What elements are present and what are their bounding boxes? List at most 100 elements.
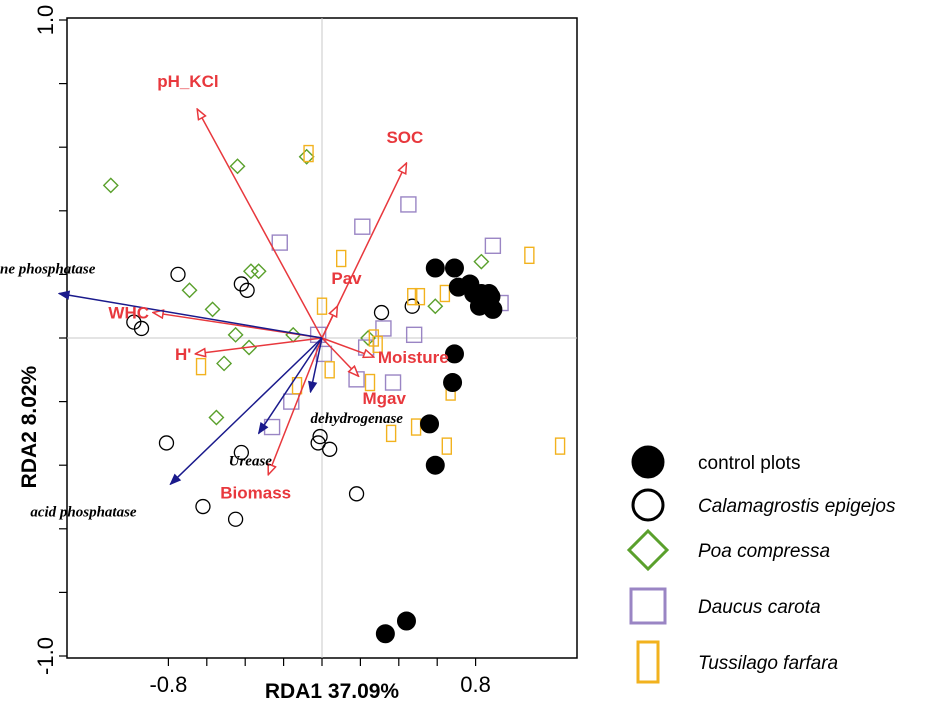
tussilago-point [364, 373, 376, 392]
tussilago-point [524, 246, 535, 265]
poa-point [204, 301, 221, 318]
calamagrostis-point [227, 511, 244, 527]
tussilago-point [554, 437, 566, 455]
calamagrostis-point [195, 498, 211, 515]
control-plot-point [444, 344, 464, 364]
calamagrostis-point [170, 266, 186, 283]
poa-point [208, 409, 225, 426]
calamagrostis-point [404, 298, 420, 314]
tussilago-point [414, 287, 426, 306]
env-vector-label: pH_KCl [157, 72, 218, 91]
legend-item: control plots [631, 445, 800, 479]
env-vector-label: Pav [331, 269, 362, 288]
calamagrostis-point [322, 441, 338, 457]
env-vector-arrow [197, 109, 323, 339]
calamagrostis-point [233, 276, 250, 292]
env-vector-label: H' [175, 345, 191, 364]
daucus-point [384, 374, 402, 391]
control-plot-point [425, 455, 445, 475]
daucus-point [484, 237, 502, 254]
enzyme-vector-arrow [59, 293, 323, 339]
legend-control-plots-marker [631, 445, 665, 479]
env-vector-arrow [268, 337, 323, 475]
legend-poa-marker [626, 528, 670, 572]
daucus-point [271, 234, 288, 251]
legend-label: Poa compressa [698, 541, 830, 562]
enzyme-vector-label: Urease [229, 453, 273, 469]
control-plot-point [375, 624, 395, 644]
vectors [59, 109, 407, 484]
enzyme-vector-label: acid phosphatase [30, 504, 137, 520]
poa-point [181, 282, 198, 299]
env-vector-label: Biomass [220, 484, 291, 503]
legend-item: Daucus carota [629, 587, 821, 625]
enzyme-vector-label: dehydrogenase [310, 411, 403, 427]
daucus-point [283, 393, 300, 410]
env-vector-arrow [321, 337, 358, 376]
control-plot-point [396, 611, 416, 631]
calamagrostis-point [233, 444, 250, 461]
tussilago-point [439, 284, 451, 303]
legend-calamagrostis-marker [631, 488, 665, 522]
poa-point [102, 177, 119, 194]
y-tick-label: 1.0 [33, 5, 58, 36]
poa-point [473, 253, 490, 270]
daucus-point [375, 320, 392, 337]
tussilago-point [336, 249, 347, 268]
poa-point [227, 326, 244, 343]
calamagrostis-point [348, 486, 365, 502]
env-vector-arrow [321, 337, 374, 357]
y-axis-title: RDA2 8.02% [18, 365, 41, 488]
control-plot-point [444, 258, 464, 278]
legend-item: Calamagrostis epigejos [631, 488, 896, 522]
tussilago-point [324, 361, 335, 379]
daucus-point [405, 326, 423, 344]
enzyme-vector-label: alkaline phosphatase [0, 261, 96, 277]
calamagrostis-point [158, 435, 175, 451]
poa-point [242, 263, 259, 280]
calamagrostis-point [126, 314, 142, 330]
tussilago-point [291, 377, 303, 395]
tussilago-point [372, 335, 383, 354]
axis-titles: RDA1 37.09% RDA2 8.02% [18, 365, 399, 702]
env-vector-label: Mgav [362, 389, 406, 408]
daucus-point [354, 218, 371, 235]
axis-ticks: -0.8 0.8 -1.0 1.0 [33, 5, 491, 697]
poa-point [250, 263, 267, 280]
legend-tussilago-marker [636, 640, 660, 684]
poa-point [427, 298, 444, 315]
poa-point [241, 339, 258, 356]
legend-item: Tussilago farfara [636, 640, 838, 684]
vector-labels: pH_KCl SOC WHC Pav Moisture H' Mgav Biomass alka… [0, 72, 449, 520]
calamagrostis-point [312, 428, 328, 445]
x-tick-label: 0.8 [460, 672, 491, 697]
legend-label: control plots [698, 453, 800, 474]
env-vector-label: WHC [108, 304, 149, 323]
tussilago-point [303, 144, 314, 163]
legend-label: Tussilago farfara [698, 653, 838, 674]
tussilago-point [407, 287, 418, 306]
sample-points [102, 144, 566, 644]
daucus-point [400, 196, 417, 213]
tussilago-point [441, 437, 452, 455]
legend-label: Daucus carota [698, 597, 821, 618]
calamagrostis-point [373, 304, 390, 321]
tussilago-point [385, 424, 397, 443]
legend: control plots Calamagrostis epigejos Poa c… [626, 445, 896, 684]
env-vector-arrow [195, 337, 323, 354]
legend-label: Calamagrostis epigejos [698, 496, 896, 517]
x-axis-title: RDA1 37.09% [265, 680, 400, 702]
poa-point [229, 158, 246, 175]
x-tick-label: -0.8 [149, 672, 187, 697]
env-vector-label: Moisture [378, 348, 449, 367]
enzyme-vector-arrow [310, 337, 323, 392]
enzyme-vector-arrow [259, 337, 323, 433]
y-tick-label: -1.0 [33, 637, 58, 675]
enzyme-vector-arrow [170, 337, 323, 484]
control-plot-point [481, 287, 501, 307]
env-vector-arrow [321, 306, 337, 339]
control-plot-point [443, 373, 463, 393]
poa-point [298, 148, 315, 165]
tussilago-point [195, 357, 207, 376]
